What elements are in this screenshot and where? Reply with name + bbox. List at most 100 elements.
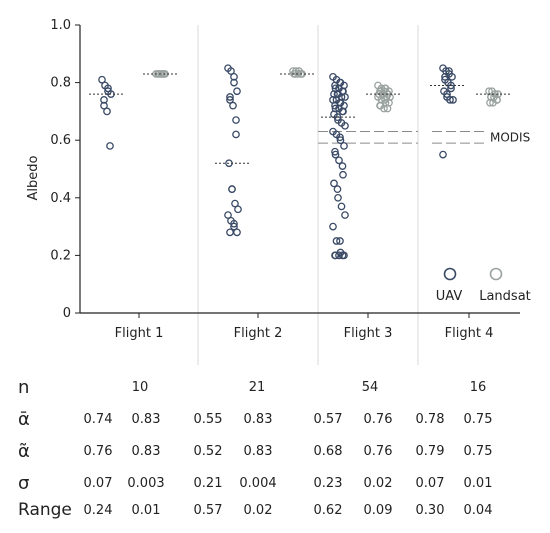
uav-point <box>224 211 232 219</box>
albedo-scatter-chart: MODIS Albedo 0 0.2 0.4 0.6 0.8 1.0 Flight 1 Fl… <box>26 18 531 365</box>
stats-row-label: Range <box>18 500 72 520</box>
stats-cell: 0.07 <box>415 476 445 491</box>
stats-cell: 0.24 <box>83 503 113 518</box>
uav-point <box>337 202 346 211</box>
stats-n-value: 10 <box>131 380 149 395</box>
category-label: Flight 4 <box>445 326 494 341</box>
uav-point <box>234 205 242 214</box>
landsat-point <box>489 98 497 107</box>
stats-cell: 0.57 <box>313 412 343 427</box>
stats-n-value: 21 <box>248 380 266 395</box>
stats-cell: 0.83 <box>243 412 273 427</box>
stats-cell: 0.76 <box>83 444 113 459</box>
stats-cell: 0.75 <box>463 444 493 459</box>
uav-point <box>445 67 453 75</box>
stats-cell: 0.68 <box>313 444 343 459</box>
uav-point <box>98 75 106 84</box>
uav-point <box>229 101 237 110</box>
uav-point <box>449 96 457 104</box>
statistics-table: n ᾱ α̃ σ Range 10 21 54 16 0.74 0.83 0.55 0.83 0.57 0.… <box>0 365 550 533</box>
uav-point <box>100 101 108 110</box>
stats-row-label: σ <box>18 473 30 494</box>
stats-cell: 0.01 <box>131 503 161 518</box>
uav-point <box>334 193 342 202</box>
stats-cell: 0.76 <box>363 444 393 459</box>
uav-point <box>336 136 345 145</box>
uav-point <box>341 121 349 130</box>
y-axis-label: Albedo <box>26 155 41 200</box>
stats-cell: 0.52 <box>193 444 223 459</box>
uav-point <box>338 251 347 260</box>
legend-uav-label: UAV <box>436 289 463 304</box>
uav-point <box>443 90 451 98</box>
uav-point <box>230 78 238 87</box>
uav-point <box>226 228 234 237</box>
stats-cell: 0.83 <box>243 444 273 459</box>
uav-point <box>339 170 347 179</box>
uav-point <box>338 162 347 170</box>
uav-point <box>340 142 348 150</box>
uav-point <box>329 222 337 231</box>
uav-point <box>439 150 447 159</box>
uav-point <box>335 156 343 165</box>
uav-point <box>336 133 344 142</box>
category-label: Flight 1 <box>115 326 164 341</box>
uav-point <box>341 211 349 219</box>
y-tick-label: 1.0 <box>50 18 71 33</box>
stats-cell: 0.004 <box>239 476 277 491</box>
stats-cell: 0.57 <box>193 503 223 518</box>
uav-point <box>233 228 241 237</box>
stats-cell: 0.02 <box>363 476 393 491</box>
uav-point <box>228 185 236 194</box>
uav-point <box>104 84 112 93</box>
category-label: Flight 3 <box>344 326 393 341</box>
uav-point <box>103 107 111 116</box>
uav-point <box>227 67 235 75</box>
stats-cell: 0.07 <box>83 476 113 491</box>
uav-point <box>446 96 454 104</box>
stats-cell: 0.23 <box>313 476 343 491</box>
stats-cell: 0.83 <box>131 412 161 427</box>
stats-row-label: n <box>18 377 30 398</box>
uav-point <box>339 107 347 116</box>
legend-landsat-marker <box>489 267 503 281</box>
stats-cell: 0.83 <box>131 444 161 459</box>
y-tick-label: 0.8 <box>50 76 71 91</box>
uav-point <box>106 142 114 150</box>
uav-point <box>230 219 238 228</box>
stats-cell: 0.003 <box>127 476 165 491</box>
stats-row-label: α̃ <box>18 441 30 462</box>
uav-point <box>226 96 234 104</box>
stats-row-label: ᾱ <box>18 409 30 430</box>
stats-cell: 0.62 <box>313 503 343 518</box>
stats-cell: 0.55 <box>193 412 223 427</box>
stats-cell: 0.78 <box>415 412 445 427</box>
stats-cell: 0.01 <box>463 476 493 491</box>
landsat-point <box>380 104 388 113</box>
y-tick-label: 0 <box>63 306 71 321</box>
uav-point <box>232 116 240 124</box>
uav-point <box>332 237 341 245</box>
stats-cell: 0.04 <box>463 503 493 518</box>
uav-point <box>233 87 241 96</box>
uav-point <box>330 179 338 188</box>
stats-cell: 0.09 <box>363 503 393 518</box>
landsat-point <box>486 98 494 107</box>
category-label: Flight 2 <box>234 326 283 341</box>
uav-point <box>331 150 340 159</box>
legend-uav-marker <box>443 267 457 281</box>
stats-cell: 0.21 <box>193 476 223 491</box>
uav-point <box>231 199 239 208</box>
uav-point <box>441 72 449 81</box>
stats-cell: 0.76 <box>363 412 393 427</box>
uav-point <box>341 93 349 101</box>
stats-cell: 0.79 <box>415 444 445 459</box>
y-tick-label: 0.2 <box>50 248 71 263</box>
uav-point <box>230 222 238 231</box>
stats-cell: 0.75 <box>463 412 493 427</box>
y-tick-label: 0.4 <box>50 191 71 206</box>
uav-point <box>335 251 343 260</box>
uav-point <box>333 185 342 194</box>
legend-landsat-label: Landsat <box>479 289 531 304</box>
uav-point <box>336 237 344 245</box>
